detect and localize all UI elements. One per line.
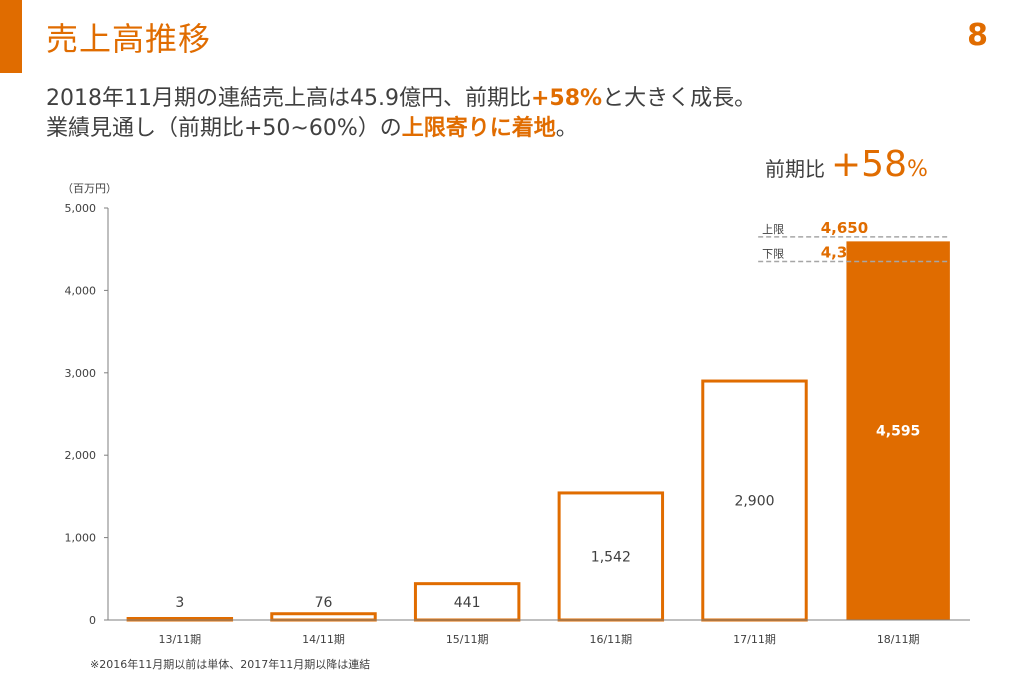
bar-value-label: 2,900 [734, 494, 774, 510]
bar-value-label: 441 [454, 595, 481, 611]
lower-bound-value: 4,350 [821, 244, 868, 262]
headline-line-2-text-c: 。 [555, 116, 578, 141]
y-axis-unit-label: （百万円） [62, 182, 117, 195]
x-tick-label: 14/11期 [302, 633, 345, 646]
bar [701, 379, 808, 622]
accent-bar [0, 0, 22, 73]
yoy-label: 前期比 [765, 157, 825, 181]
footnote: ※2016年11月期以前は単体、2017年11月期以降は連結 [90, 658, 371, 671]
y-tick-label: 4,000 [65, 284, 97, 297]
page-title: 売上高推移 [46, 20, 212, 58]
upper-bound-value: 4,650 [821, 219, 868, 237]
bar [557, 491, 665, 622]
bar [270, 612, 377, 622]
headline-line-1-text-a: 2018年11月期の連結売上高は45.9億円、前期比 [46, 86, 531, 111]
yoy-unit: % [906, 157, 928, 182]
y-tick-label: 1,000 [65, 532, 97, 545]
x-tick-label: 15/11期 [446, 633, 489, 646]
bar-value-label: 4,595 [876, 424, 920, 440]
x-tick-label: 13/11期 [158, 633, 201, 646]
headline-line-2-text-a: 業績見通し（前期比+50~60%）の [46, 116, 402, 141]
y-tick-label: 5,000 [65, 202, 97, 215]
lower-bound-label: 下限 [762, 248, 784, 261]
bar [846, 241, 950, 620]
bar-value-label: 76 [315, 595, 333, 611]
headline-line-1-text-c: と大きく成長。 [602, 86, 757, 111]
headline: 2018年11月期の連結売上高は45.9億円、前期比+58%と大きく成長。 業績… [46, 84, 756, 144]
headline-line-1: 2018年11月期の連結売上高は45.9億円、前期比+58%と大きく成長。 [46, 84, 756, 114]
upper-bound-label: 上限 [762, 223, 784, 236]
yoy-callout: 前期比 +58% [765, 144, 928, 185]
x-tick-label: 18/11期 [877, 633, 920, 646]
headline-outlook-highlight: 上限寄りに着地 [401, 116, 556, 141]
y-tick-label: 0 [89, 614, 96, 627]
page-number: 8 [967, 18, 988, 53]
x-tick-label: 17/11期 [733, 633, 776, 646]
y-tick-label: 2,000 [65, 449, 97, 462]
headline-line-2: 業績見通し（前期比+50~60%）の上限寄りに着地。 [46, 114, 756, 144]
headline-growth-highlight: +58% [530, 86, 603, 111]
x-tick-label: 16/11期 [589, 633, 632, 646]
y-tick-label: 3,000 [65, 367, 97, 380]
yoy-value: +58 [831, 144, 907, 185]
bar-value-label: 3 [175, 595, 184, 611]
bar-value-label: 1,542 [591, 549, 631, 565]
